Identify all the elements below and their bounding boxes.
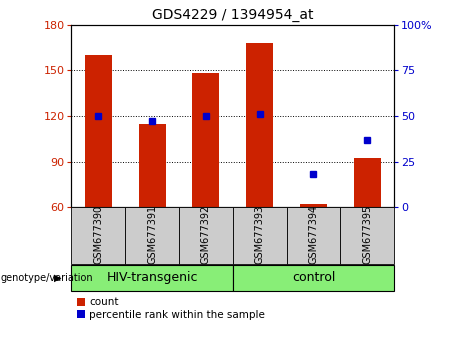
Bar bbox=[139, 124, 165, 207]
Text: HIV-transgenic: HIV-transgenic bbox=[106, 271, 198, 284]
FancyBboxPatch shape bbox=[71, 207, 125, 264]
Bar bbox=[85, 55, 112, 207]
FancyBboxPatch shape bbox=[125, 207, 179, 264]
Text: GSM677395: GSM677395 bbox=[362, 205, 372, 264]
Text: GSM677393: GSM677393 bbox=[254, 205, 265, 264]
FancyBboxPatch shape bbox=[340, 207, 394, 264]
Text: GSM677391: GSM677391 bbox=[147, 205, 157, 264]
Text: GSM677392: GSM677392 bbox=[201, 205, 211, 264]
FancyBboxPatch shape bbox=[233, 265, 394, 291]
Bar bbox=[300, 204, 327, 207]
Text: ▶: ▶ bbox=[53, 273, 61, 283]
FancyBboxPatch shape bbox=[233, 207, 287, 264]
FancyBboxPatch shape bbox=[71, 265, 233, 291]
FancyBboxPatch shape bbox=[179, 207, 233, 264]
Bar bbox=[354, 159, 381, 207]
Text: GSM677390: GSM677390 bbox=[93, 205, 103, 264]
Title: GDS4229 / 1394954_at: GDS4229 / 1394954_at bbox=[152, 8, 313, 22]
Bar bbox=[246, 43, 273, 207]
Text: genotype/variation: genotype/variation bbox=[0, 273, 93, 283]
Legend: count, percentile rank within the sample: count, percentile rank within the sample bbox=[77, 297, 265, 320]
FancyBboxPatch shape bbox=[287, 207, 340, 264]
Text: control: control bbox=[292, 271, 335, 284]
Text: GSM677394: GSM677394 bbox=[308, 205, 319, 264]
Bar bbox=[193, 73, 219, 207]
